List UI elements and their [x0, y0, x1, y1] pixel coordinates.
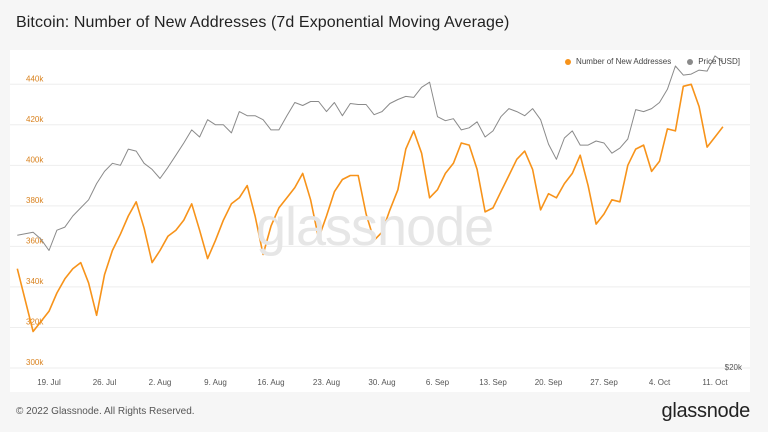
x-tick-label: 27. Sep [590, 378, 618, 387]
watermark: glassnode [256, 197, 494, 257]
legend-dot-price [687, 58, 694, 65]
y-tick-label: 360k [26, 236, 44, 245]
chart-card: 300k 320k 340k 360k 380k 400k 420k 440k 19. Jul… [10, 50, 750, 392]
y2-axis-label: $20k [725, 363, 743, 372]
x-tick-label: 19. Jul [37, 378, 61, 387]
y-tick-label: 300k [26, 358, 44, 367]
x-tick-label: 26. Jul [93, 378, 117, 387]
x-tick-label: 16. Aug [257, 378, 284, 387]
y-tick-label: 320k [26, 317, 44, 326]
y-tick-label: 340k [26, 277, 44, 286]
y-tick-label: 440k [26, 74, 44, 83]
x-tick-label: 30. Aug [368, 378, 395, 387]
legend-item-addresses[interactable]: Number of New Addresses [565, 57, 671, 66]
x-tick-label: 6. Sep [426, 378, 450, 387]
legend-dot-addresses [565, 58, 572, 65]
x-tick-label: 9. Aug [204, 378, 227, 387]
y-tick-label: 380k [26, 196, 44, 205]
x-tick-label: 2. Aug [149, 378, 172, 387]
x-tick-label: 4. Oct [649, 378, 671, 387]
y-tick-label: 420k [26, 115, 44, 124]
chart-title: Bitcoin: Number of New Addresses (7d Exp… [16, 14, 510, 31]
legend-label-addresses: Number of New Addresses [576, 57, 672, 66]
series-line-price [17, 55, 724, 251]
x-tick-label: 23. Aug [313, 378, 340, 387]
x-tick-label: 11. Oct [702, 378, 728, 387]
y-tick-label: 400k [26, 155, 44, 164]
series-line-new-addresses [16, 83, 724, 333]
chart-legend: Number of New Addresses Price [USD] [565, 57, 740, 66]
legend-item-price[interactable]: Price [USD] [687, 57, 740, 66]
glassnode-logo[interactable]: glassnode [661, 400, 751, 422]
chart-plot: 300k 320k 340k 360k 380k 400k 420k 440k 19. Jul… [10, 55, 750, 387]
x-tick-label: 20. Sep [535, 378, 563, 387]
x-tick-label: 13. Sep [479, 378, 507, 387]
footer-copyright: © 2022 Glassnode. All Rights Reserved. [16, 406, 195, 417]
legend-label-price: Price [USD] [698, 57, 740, 66]
